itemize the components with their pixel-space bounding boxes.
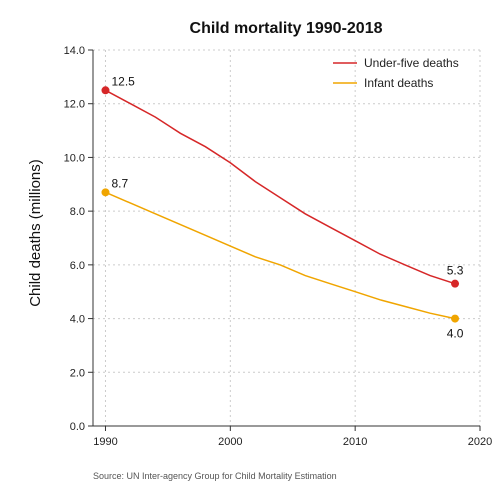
y-tick-label: 4.0 (70, 314, 85, 326)
data-label: 12.5 (111, 74, 135, 88)
source-note: Source: UN Inter-agency Group for Child … (93, 471, 337, 481)
data-labels: 12.5 5.3 8.7 4.0 (111, 74, 463, 340)
data-point (451, 314, 460, 323)
chart-title: Child mortality 1990-2018 (190, 20, 383, 37)
x-tick-label: 2000 (218, 436, 242, 448)
x-tick-label: 2010 (343, 436, 367, 448)
data-point (451, 279, 460, 288)
y-tick-label: 10.0 (64, 152, 85, 164)
legend: Under-five deaths Infant deaths (333, 56, 459, 90)
data-point (101, 86, 110, 95)
series-line-0 (105, 89, 456, 285)
data-point (101, 188, 110, 197)
y-tick-label: 12.0 (64, 99, 85, 111)
x-tick-label: 1990 (93, 436, 117, 448)
y-tick-label: 8.0 (70, 206, 85, 218)
y-tick-label: 14.0 (64, 45, 85, 57)
x-tick-label: 2020 (468, 436, 492, 448)
series-line-1 (105, 191, 456, 320)
legend-label: Under-five deaths (364, 56, 459, 70)
y-axis-label: Child deaths (millions) (27, 159, 44, 307)
data-label: 5.3 (447, 264, 464, 278)
series (101, 86, 460, 323)
y-tick-label: 0.0 (70, 421, 85, 433)
y-tick-label: 6.0 (70, 260, 85, 272)
axes: 0.0 2.0 4.0 6.0 8.0 10.0 12.0 14.0 1990 2000 2010 2… (64, 45, 493, 448)
data-label: 8.7 (111, 176, 128, 190)
grid (93, 49, 481, 426)
y-tick-label: 2.0 (70, 367, 85, 379)
data-label: 4.0 (447, 327, 464, 341)
legend-label: Infant deaths (364, 76, 433, 90)
